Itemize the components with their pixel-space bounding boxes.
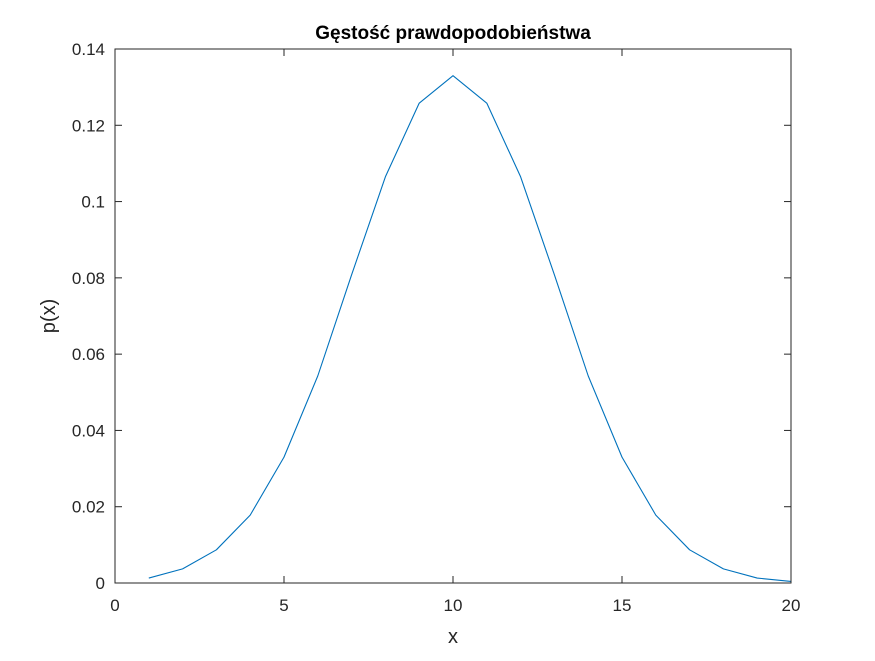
y-tick-label: 0.1 — [81, 193, 105, 212]
x-tick-label: 5 — [279, 596, 288, 615]
plot-area-border — [114, 48, 792, 584]
series-group — [148, 75, 792, 583]
y-tick-label: 0.08 — [72, 269, 105, 288]
y-tick-label: 0.02 — [72, 498, 105, 517]
x-tick-label: 20 — [782, 596, 801, 615]
x-tick-label: 10 — [444, 596, 463, 615]
series-line — [148, 75, 792, 583]
x-tick-label: 0 — [110, 596, 119, 615]
x-tick-labels: 0 5 10 15 20 — [110, 596, 800, 615]
y-tick-label: 0.04 — [72, 421, 105, 440]
chart-title: Gęstość prawdopodobieństwa — [315, 23, 591, 44]
x-tick-label: 15 — [613, 596, 632, 615]
y-tick-label: 0.14 — [72, 40, 105, 59]
y-tick-label: 0.06 — [72, 345, 105, 364]
y-tick-label: 0.12 — [72, 116, 105, 135]
y-tick-labels: 0 0.02 0.04 0.06 0.08 0.1 0.12 0.14 — [72, 40, 105, 593]
y-axis-label: p(x) — [38, 299, 60, 333]
plot-area-background — [115, 49, 791, 583]
y-tick-label: 0 — [96, 574, 105, 593]
x-axis-label: x — [448, 626, 458, 648]
